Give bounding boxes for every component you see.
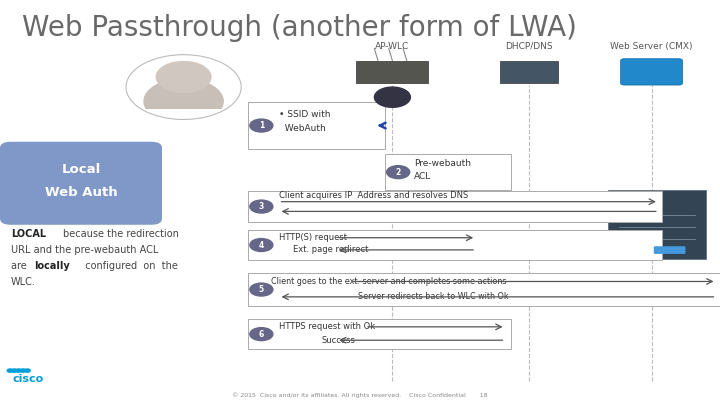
FancyBboxPatch shape (248, 102, 385, 149)
Text: are: are (11, 261, 33, 271)
Text: DHCP/DNS: DHCP/DNS (505, 42, 553, 51)
FancyBboxPatch shape (385, 154, 511, 190)
Text: configured  on  the: configured on the (79, 261, 178, 271)
FancyBboxPatch shape (621, 59, 683, 85)
Text: 6: 6 (258, 330, 264, 339)
Text: Client acquires IP  Address and resolves DNS: Client acquires IP Address and resolves … (279, 192, 468, 200)
FancyBboxPatch shape (654, 246, 685, 254)
Text: cisco: cisco (13, 374, 44, 384)
Text: LOCAL: LOCAL (11, 229, 46, 239)
Text: URL and the pre-webauth ACL: URL and the pre-webauth ACL (11, 245, 158, 255)
Circle shape (7, 369, 13, 372)
Circle shape (250, 283, 273, 296)
Text: because the redirection: because the redirection (63, 229, 179, 239)
Text: ): ) (390, 92, 395, 102)
Text: 2: 2 (395, 168, 401, 177)
Text: © 2015  Cisco and/or its affiliates. All rights reserved.    Cisco Confidential : © 2015 Cisco and/or its affiliates. All … (233, 392, 487, 398)
Circle shape (250, 200, 273, 213)
Text: Pre-webauth
ACL: Pre-webauth ACL (414, 159, 471, 181)
FancyBboxPatch shape (500, 61, 558, 83)
Text: Web Passthrough (another form of LWA): Web Passthrough (another form of LWA) (22, 14, 577, 42)
Text: 1: 1 (258, 121, 264, 130)
Text: Web Server (CMX): Web Server (CMX) (611, 42, 693, 51)
FancyBboxPatch shape (248, 230, 662, 260)
Text: locally: locally (35, 261, 71, 271)
Text: 5: 5 (258, 285, 264, 294)
Text: MSE: MSE (643, 68, 660, 74)
Text: HTTP(S) request: HTTP(S) request (279, 233, 346, 242)
Circle shape (250, 119, 273, 132)
FancyBboxPatch shape (0, 142, 162, 225)
Text: 3: 3 (258, 202, 264, 211)
Text: WLC.: WLC. (11, 277, 36, 288)
Circle shape (374, 87, 410, 107)
Circle shape (250, 239, 273, 252)
Text: HTTPS request with Ok: HTTPS request with Ok (279, 322, 375, 331)
Text: • SSID with
  WebAuth: • SSID with WebAuth (279, 111, 330, 132)
Circle shape (387, 166, 410, 179)
Circle shape (16, 369, 22, 372)
Circle shape (144, 79, 223, 124)
Circle shape (20, 369, 26, 372)
FancyBboxPatch shape (608, 190, 706, 259)
FancyBboxPatch shape (248, 273, 720, 306)
Text: Local
Web Auth: Local Web Auth (45, 163, 117, 199)
Text: Client goes to the ext. server and completes some actions: Client goes to the ext. server and compl… (271, 277, 507, 286)
Circle shape (250, 328, 273, 341)
FancyBboxPatch shape (248, 319, 511, 349)
Text: 4: 4 (258, 241, 264, 249)
Circle shape (12, 369, 17, 372)
FancyBboxPatch shape (248, 192, 662, 222)
Text: AP-WLC: AP-WLC (375, 42, 410, 51)
Text: Success: Success (322, 336, 356, 345)
Text: Server redirects back to WLC with Ok: Server redirects back to WLC with Ok (358, 292, 508, 301)
Circle shape (156, 62, 211, 92)
Circle shape (24, 369, 30, 372)
FancyBboxPatch shape (356, 61, 428, 83)
Text: Ext. page redirect: Ext. page redirect (293, 245, 369, 254)
FancyBboxPatch shape (140, 109, 227, 128)
